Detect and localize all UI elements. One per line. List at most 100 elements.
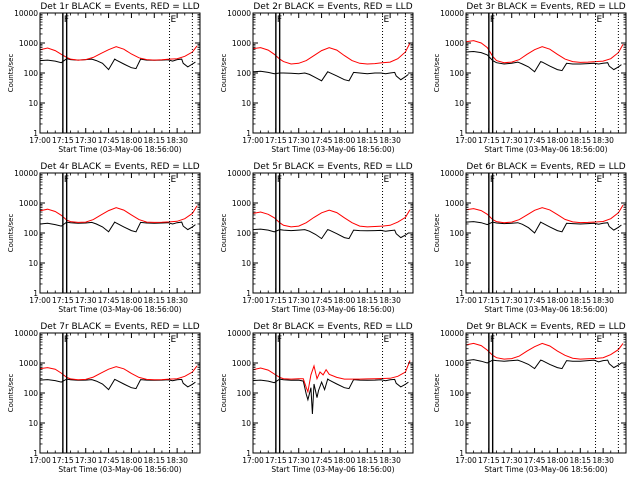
y-axis-label: Counts/sec <box>433 374 441 413</box>
x-tick-label: 17:00 <box>242 296 264 305</box>
y-axis-label: Counts/sec <box>7 374 15 413</box>
y-tick-label: 1000 <box>445 359 464 368</box>
events-series-line <box>466 221 622 234</box>
x-tick-label: 18:00 <box>334 296 356 305</box>
x-tick-label: 18:15 <box>143 296 165 305</box>
marker-label-f: F <box>277 175 282 185</box>
chart-panel-4: Det 4r BLACK = Events, RED = LLD F E 1 10 100… <box>7 162 201 314</box>
y-tick-label: 1 <box>459 129 464 138</box>
y-axis-label: Counts/sec <box>220 54 228 93</box>
y-tick-label: 1 <box>33 289 38 298</box>
x-tick-label: 18:15 <box>143 136 165 145</box>
chart-panel-8: Det 8r BLACK = Events, RED = LLD F E 1 10 100… <box>220 322 414 474</box>
chart-panel-1: Det 1r BLACK = Events, RED = LLD F E 1 10 100… <box>7 2 201 154</box>
x-tick-label: 17:30 <box>288 136 310 145</box>
y-tick-label: 1 <box>246 129 251 138</box>
lld-series-line <box>253 360 411 394</box>
x-tick-label: 18:00 <box>121 296 143 305</box>
events-series-line <box>253 378 409 415</box>
x-tick-label: 17:15 <box>478 136 500 145</box>
x-tick-label: 18:15 <box>356 136 378 145</box>
y-tick-label: 100 <box>237 389 252 398</box>
events-series-line <box>253 70 409 82</box>
lld-series-line <box>253 209 411 228</box>
x-tick-label: 17:45 <box>524 456 546 465</box>
x-axis-label: Start Time (03-May-06 18:56:00) <box>58 465 181 474</box>
y-tick-label: 1000 <box>19 359 38 368</box>
marker-label-f: F <box>490 175 495 185</box>
lld-series-line <box>466 40 624 64</box>
y-tick-label: 10000 <box>227 329 251 338</box>
panel-title: Det 5r BLACK = Events, RED = LLD <box>253 162 412 172</box>
panel-title: Det 7r BLACK = Events, RED = LLD <box>40 322 199 332</box>
y-tick-label: 10000 <box>227 169 251 178</box>
x-tick-label: 17:15 <box>478 296 500 305</box>
y-tick-label: 100 <box>24 229 39 238</box>
x-tick-label: 18:00 <box>547 296 569 305</box>
y-axis-label: Counts/sec <box>7 214 15 253</box>
y-tick-label: 10000 <box>14 9 38 18</box>
y-tick-label: 1000 <box>19 39 38 48</box>
y-tick-label: 10 <box>28 259 38 268</box>
x-tick-label: 17:45 <box>311 296 333 305</box>
x-tick-label: 17:45 <box>311 456 333 465</box>
x-tick-label: 17:30 <box>501 136 523 145</box>
y-tick-label: 1 <box>33 449 38 458</box>
x-tick-label: 17:00 <box>242 456 264 465</box>
x-tick-label: 17:45 <box>98 456 120 465</box>
lld-series-line <box>253 42 411 65</box>
x-tick-label: 17:30 <box>75 136 97 145</box>
y-tick-label: 10000 <box>14 329 38 338</box>
marker-label-f: F <box>277 15 282 25</box>
x-tick-label: 18:00 <box>121 136 143 145</box>
x-tick-label: 18:30 <box>166 296 188 305</box>
chart-panel-7: Det 7r BLACK = Events, RED = LLD F E 1 10 100… <box>7 322 201 474</box>
lld-series-line <box>466 342 624 360</box>
x-tick-label: 17:30 <box>288 296 310 305</box>
events-series-line <box>466 50 622 73</box>
x-tick-label: 17:15 <box>265 456 287 465</box>
y-tick-label: 10000 <box>440 329 464 338</box>
y-tick-label: 10000 <box>227 9 251 18</box>
panel-title: Det 4r BLACK = Events, RED = LLD <box>40 162 199 172</box>
marker-label-e: E <box>171 175 177 185</box>
marker-label-e: E <box>597 15 603 25</box>
x-tick-label: 18:30 <box>592 296 614 305</box>
y-tick-label: 1000 <box>445 199 464 208</box>
y-tick-label: 10 <box>241 259 251 268</box>
x-tick-label: 18:15 <box>356 456 378 465</box>
marker-label-f: F <box>490 335 495 345</box>
y-tick-label: 10 <box>454 419 464 428</box>
y-tick-label: 10 <box>241 419 251 428</box>
y-axis-label: Counts/sec <box>220 214 228 253</box>
x-tick-label: 17:00 <box>29 296 51 305</box>
lld-series-line <box>40 45 198 61</box>
y-tick-label: 10 <box>28 419 38 428</box>
x-axis-label: Start Time (03-May-06 18:56:00) <box>484 145 607 154</box>
x-tick-label: 18:30 <box>592 136 614 145</box>
x-tick-label: 18:30 <box>166 136 188 145</box>
x-tick-label: 18:00 <box>547 456 569 465</box>
y-tick-label: 10000 <box>14 169 38 178</box>
events-series-line <box>40 378 196 391</box>
y-tick-label: 1000 <box>232 359 251 368</box>
x-tick-label: 17:30 <box>501 456 523 465</box>
x-tick-label: 17:15 <box>265 136 287 145</box>
x-tick-label: 17:00 <box>29 136 51 145</box>
x-tick-label: 17:45 <box>524 136 546 145</box>
x-tick-label: 17:15 <box>52 456 74 465</box>
x-tick-label: 17:00 <box>29 456 51 465</box>
x-axis-label: Start Time (03-May-06 18:56:00) <box>58 305 181 314</box>
chart-panel-6: Det 6r BLACK = Events, RED = LLD F E 1 10 100… <box>433 162 627 314</box>
y-tick-label: 10 <box>241 99 251 108</box>
chart-panel-5: Det 5r BLACK = Events, RED = LLD F E 1 10 100… <box>220 162 414 314</box>
y-tick-label: 1 <box>246 449 251 458</box>
y-tick-label: 1 <box>33 129 38 138</box>
x-tick-label: 17:45 <box>311 136 333 145</box>
x-tick-label: 17:00 <box>455 456 477 465</box>
x-tick-label: 18:00 <box>547 136 569 145</box>
x-tick-label: 17:30 <box>75 296 97 305</box>
marker-label-e: E <box>384 335 390 345</box>
x-tick-label: 18:15 <box>356 296 378 305</box>
